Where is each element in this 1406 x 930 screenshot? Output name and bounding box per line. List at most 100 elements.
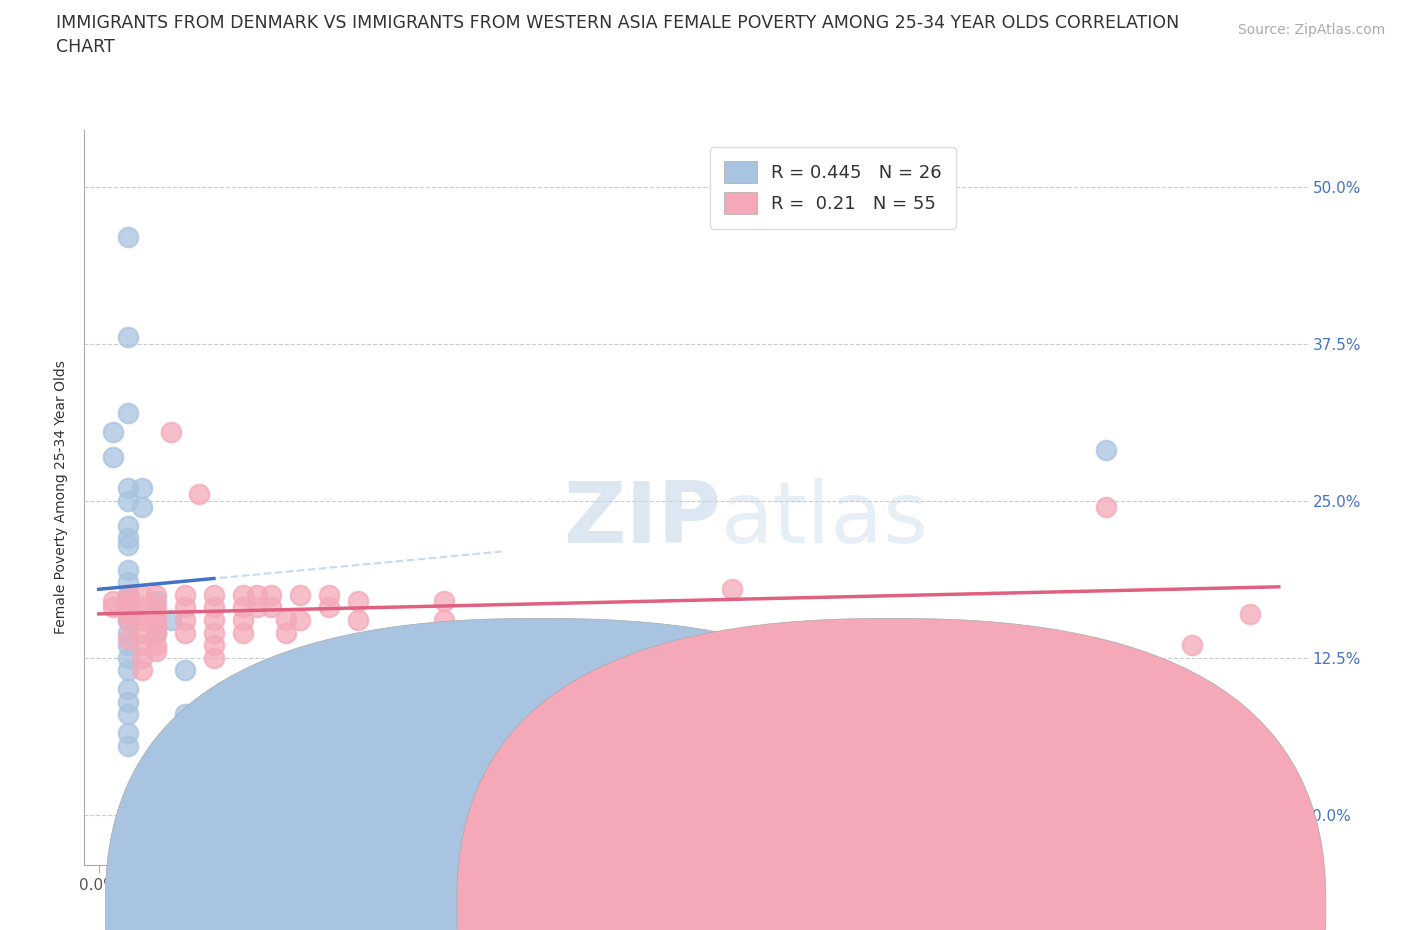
Point bbox=[202, 625, 225, 640]
Point bbox=[117, 575, 139, 590]
Point bbox=[117, 593, 139, 608]
Point bbox=[232, 625, 254, 640]
Point bbox=[117, 738, 139, 753]
Point bbox=[117, 625, 139, 640]
Point bbox=[117, 694, 139, 709]
Point bbox=[131, 600, 153, 615]
Point bbox=[117, 588, 139, 603]
Point bbox=[117, 518, 139, 533]
Point bbox=[117, 600, 139, 615]
Point bbox=[246, 600, 269, 615]
Point bbox=[117, 613, 139, 628]
Point bbox=[202, 713, 225, 728]
Point bbox=[117, 493, 139, 508]
Point bbox=[174, 613, 197, 628]
Point bbox=[145, 638, 167, 653]
Point bbox=[117, 593, 139, 608]
Point bbox=[202, 600, 225, 615]
Point bbox=[202, 725, 225, 740]
Point bbox=[260, 600, 283, 615]
Point bbox=[246, 588, 269, 603]
Point bbox=[131, 625, 153, 640]
Point bbox=[117, 613, 139, 628]
Point bbox=[131, 499, 153, 514]
Point bbox=[131, 638, 153, 653]
Point bbox=[117, 631, 139, 646]
Point bbox=[117, 405, 139, 420]
Point bbox=[1095, 499, 1118, 514]
Point bbox=[117, 481, 139, 496]
Point bbox=[159, 424, 181, 439]
Point bbox=[131, 663, 153, 678]
Legend: R = 0.445   N = 26, R =  0.21   N = 55: R = 0.445 N = 26, R = 0.21 N = 55 bbox=[710, 147, 956, 229]
Point bbox=[101, 424, 124, 439]
Point bbox=[131, 588, 153, 603]
Point bbox=[260, 588, 283, 603]
Point bbox=[101, 593, 124, 608]
Point bbox=[117, 588, 139, 603]
Text: Immigrants from Denmark: Immigrants from Denmark bbox=[591, 899, 794, 914]
Point bbox=[318, 600, 340, 615]
Point bbox=[721, 581, 744, 596]
Point bbox=[174, 600, 197, 615]
Point bbox=[1095, 443, 1118, 458]
Point bbox=[145, 625, 167, 640]
Text: atlas: atlas bbox=[720, 478, 928, 561]
Point bbox=[159, 613, 181, 628]
Point bbox=[274, 613, 297, 628]
Point bbox=[290, 613, 312, 628]
Text: ZIP: ZIP bbox=[562, 478, 720, 561]
Point bbox=[101, 449, 124, 464]
Point bbox=[188, 487, 211, 502]
Point bbox=[174, 663, 197, 678]
Point bbox=[117, 538, 139, 552]
Point bbox=[174, 707, 197, 722]
Point bbox=[117, 725, 139, 740]
Point bbox=[145, 625, 167, 640]
Point bbox=[346, 613, 368, 628]
Text: IMMIGRANTS FROM DENMARK VS IMMIGRANTS FROM WESTERN ASIA FEMALE POVERTY AMONG 25-: IMMIGRANTS FROM DENMARK VS IMMIGRANTS FR… bbox=[56, 14, 1180, 56]
Point bbox=[202, 638, 225, 653]
Point bbox=[174, 625, 197, 640]
Point bbox=[117, 531, 139, 546]
Point bbox=[232, 588, 254, 603]
Point bbox=[131, 481, 153, 496]
Point bbox=[117, 330, 139, 345]
Point bbox=[232, 600, 254, 615]
Point bbox=[117, 650, 139, 665]
Point bbox=[117, 606, 139, 621]
Y-axis label: Female Poverty Among 25-34 Year Olds: Female Poverty Among 25-34 Year Olds bbox=[55, 361, 69, 634]
Text: Source: ZipAtlas.com: Source: ZipAtlas.com bbox=[1237, 23, 1385, 37]
Point bbox=[433, 593, 456, 608]
Point bbox=[145, 613, 167, 628]
Point bbox=[145, 618, 167, 633]
Point bbox=[232, 613, 254, 628]
Point bbox=[101, 600, 124, 615]
Point bbox=[202, 613, 225, 628]
Point bbox=[274, 625, 297, 640]
Point bbox=[117, 230, 139, 245]
Point bbox=[318, 588, 340, 603]
Point bbox=[145, 606, 167, 621]
Point bbox=[145, 588, 167, 603]
Point bbox=[117, 638, 139, 653]
Point bbox=[131, 606, 153, 621]
Point bbox=[174, 588, 197, 603]
Point bbox=[145, 600, 167, 615]
Point bbox=[117, 663, 139, 678]
Point bbox=[346, 593, 368, 608]
Point bbox=[117, 707, 139, 722]
Point bbox=[202, 588, 225, 603]
Point bbox=[1181, 638, 1204, 653]
Point bbox=[202, 650, 225, 665]
Point bbox=[433, 613, 456, 628]
Point bbox=[145, 644, 167, 658]
Point bbox=[1239, 606, 1261, 621]
Point bbox=[117, 600, 139, 615]
Point bbox=[131, 613, 153, 628]
Point bbox=[117, 682, 139, 697]
Point bbox=[117, 606, 139, 621]
Point bbox=[117, 563, 139, 578]
Text: Immigrants from Western Asia: Immigrants from Western Asia bbox=[914, 899, 1147, 914]
Point bbox=[290, 588, 312, 603]
